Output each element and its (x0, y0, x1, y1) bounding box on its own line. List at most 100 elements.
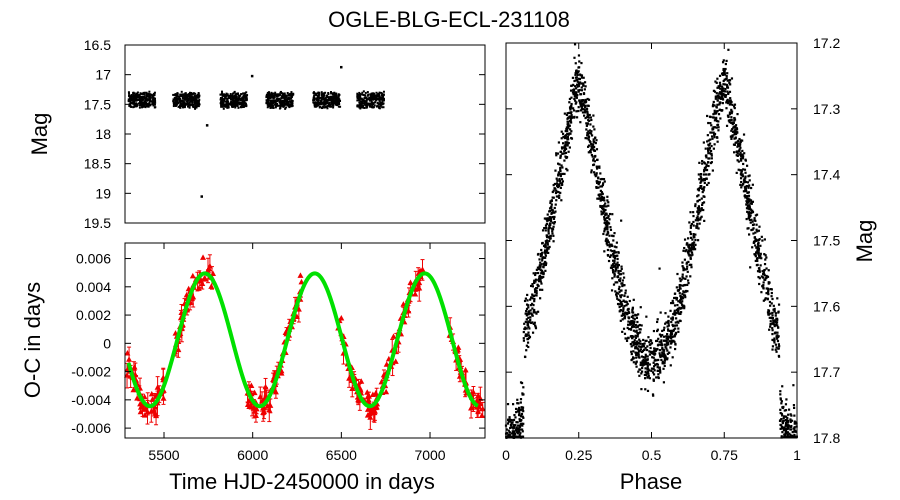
light-curve-point (287, 105, 290, 108)
light-curve-point (275, 100, 278, 103)
phased-point (709, 115, 712, 119)
light-curve-point (226, 104, 229, 107)
phased-point (602, 182, 605, 185)
light-curve-point (198, 95, 201, 98)
phased-point (522, 330, 525, 334)
phased-point (683, 307, 686, 310)
light-curve-point (328, 104, 331, 107)
phased-point (575, 87, 578, 90)
phased-point (781, 421, 784, 425)
phased-point (520, 381, 524, 385)
phased-point (766, 275, 770, 278)
phased-point (545, 241, 548, 244)
light-curve-point (335, 96, 338, 99)
light-curve-point (136, 94, 139, 97)
phased-point (526, 338, 529, 341)
phased-point (614, 251, 618, 254)
phased-point (538, 275, 541, 278)
phased-point (713, 109, 716, 112)
phased-point (517, 410, 521, 413)
phased-point (560, 173, 563, 176)
light-curve-point (233, 105, 236, 108)
phased-point (525, 334, 528, 338)
phased-point (522, 410, 525, 413)
phased-point (531, 283, 534, 286)
phased-point (786, 427, 789, 431)
phased-point (620, 289, 623, 292)
phased-point (576, 93, 579, 97)
light-curve-point (179, 93, 182, 96)
phased-point (529, 318, 532, 322)
phased-point (756, 230, 759, 233)
phased-point (649, 350, 652, 354)
phased-point (566, 132, 569, 136)
phased-point (744, 177, 747, 180)
phased-point (569, 108, 572, 111)
light-curve-point (381, 101, 384, 104)
light-curve-point (245, 96, 248, 99)
phased-point (751, 210, 754, 213)
phased-point (632, 335, 635, 338)
phased-point (742, 182, 745, 186)
phased-point (600, 210, 603, 213)
light-curve-point (192, 97, 195, 100)
oc-timing-point (372, 390, 379, 397)
phased-point (741, 149, 744, 153)
phased-point (740, 180, 743, 184)
light-curve-point (184, 92, 187, 95)
phased-point (674, 347, 677, 351)
phased-point (587, 136, 590, 139)
light-curve-point (132, 100, 135, 103)
phased-point (670, 320, 673, 324)
phased-point (786, 431, 789, 434)
phased-point (594, 154, 597, 158)
phased-point (675, 312, 678, 315)
phased-point (793, 406, 796, 410)
light-curve-point (137, 95, 140, 98)
phased-point (689, 230, 692, 234)
phased-point (659, 311, 662, 314)
light-curve-point (270, 104, 273, 107)
phased-point (746, 210, 749, 213)
light-curve-point (368, 103, 371, 106)
phased-point (692, 234, 695, 237)
oc-timing-point (126, 356, 133, 362)
phased-point (531, 297, 534, 300)
phased-point (786, 435, 789, 438)
phased-point (721, 98, 725, 101)
phased-point (733, 129, 736, 132)
phased-point (749, 208, 753, 211)
phased-point (530, 296, 533, 299)
light-curve-point (372, 94, 375, 97)
phased-point (584, 104, 587, 107)
phased-point (573, 95, 577, 98)
phased-point (733, 103, 737, 106)
phased-point (603, 204, 606, 207)
phased-point (703, 219, 706, 222)
phased-point (537, 267, 541, 271)
phased-point (566, 130, 569, 133)
phased-point (599, 193, 603, 196)
light-curve-point (279, 102, 282, 105)
light-curve-point (284, 107, 287, 110)
light-curve-point (174, 93, 177, 96)
light-curve-point (148, 101, 151, 104)
phased-point (646, 376, 649, 379)
phased-point (718, 81, 722, 84)
phased-point (585, 124, 588, 127)
phased-point (771, 348, 774, 351)
phased-point (549, 200, 552, 203)
light-curve-point (281, 96, 284, 99)
light-curve-point (279, 103, 282, 106)
light-curve-outlier (340, 65, 343, 69)
phased-point (522, 422, 525, 425)
phased-point (740, 186, 743, 189)
phased-point (575, 110, 578, 113)
phased-point (701, 201, 704, 205)
phased-point (790, 424, 793, 428)
phased-point (689, 224, 693, 227)
phased-point (685, 243, 688, 246)
light-curve-point (330, 92, 333, 95)
phased-point (513, 433, 516, 436)
light-curve-point (363, 94, 366, 97)
